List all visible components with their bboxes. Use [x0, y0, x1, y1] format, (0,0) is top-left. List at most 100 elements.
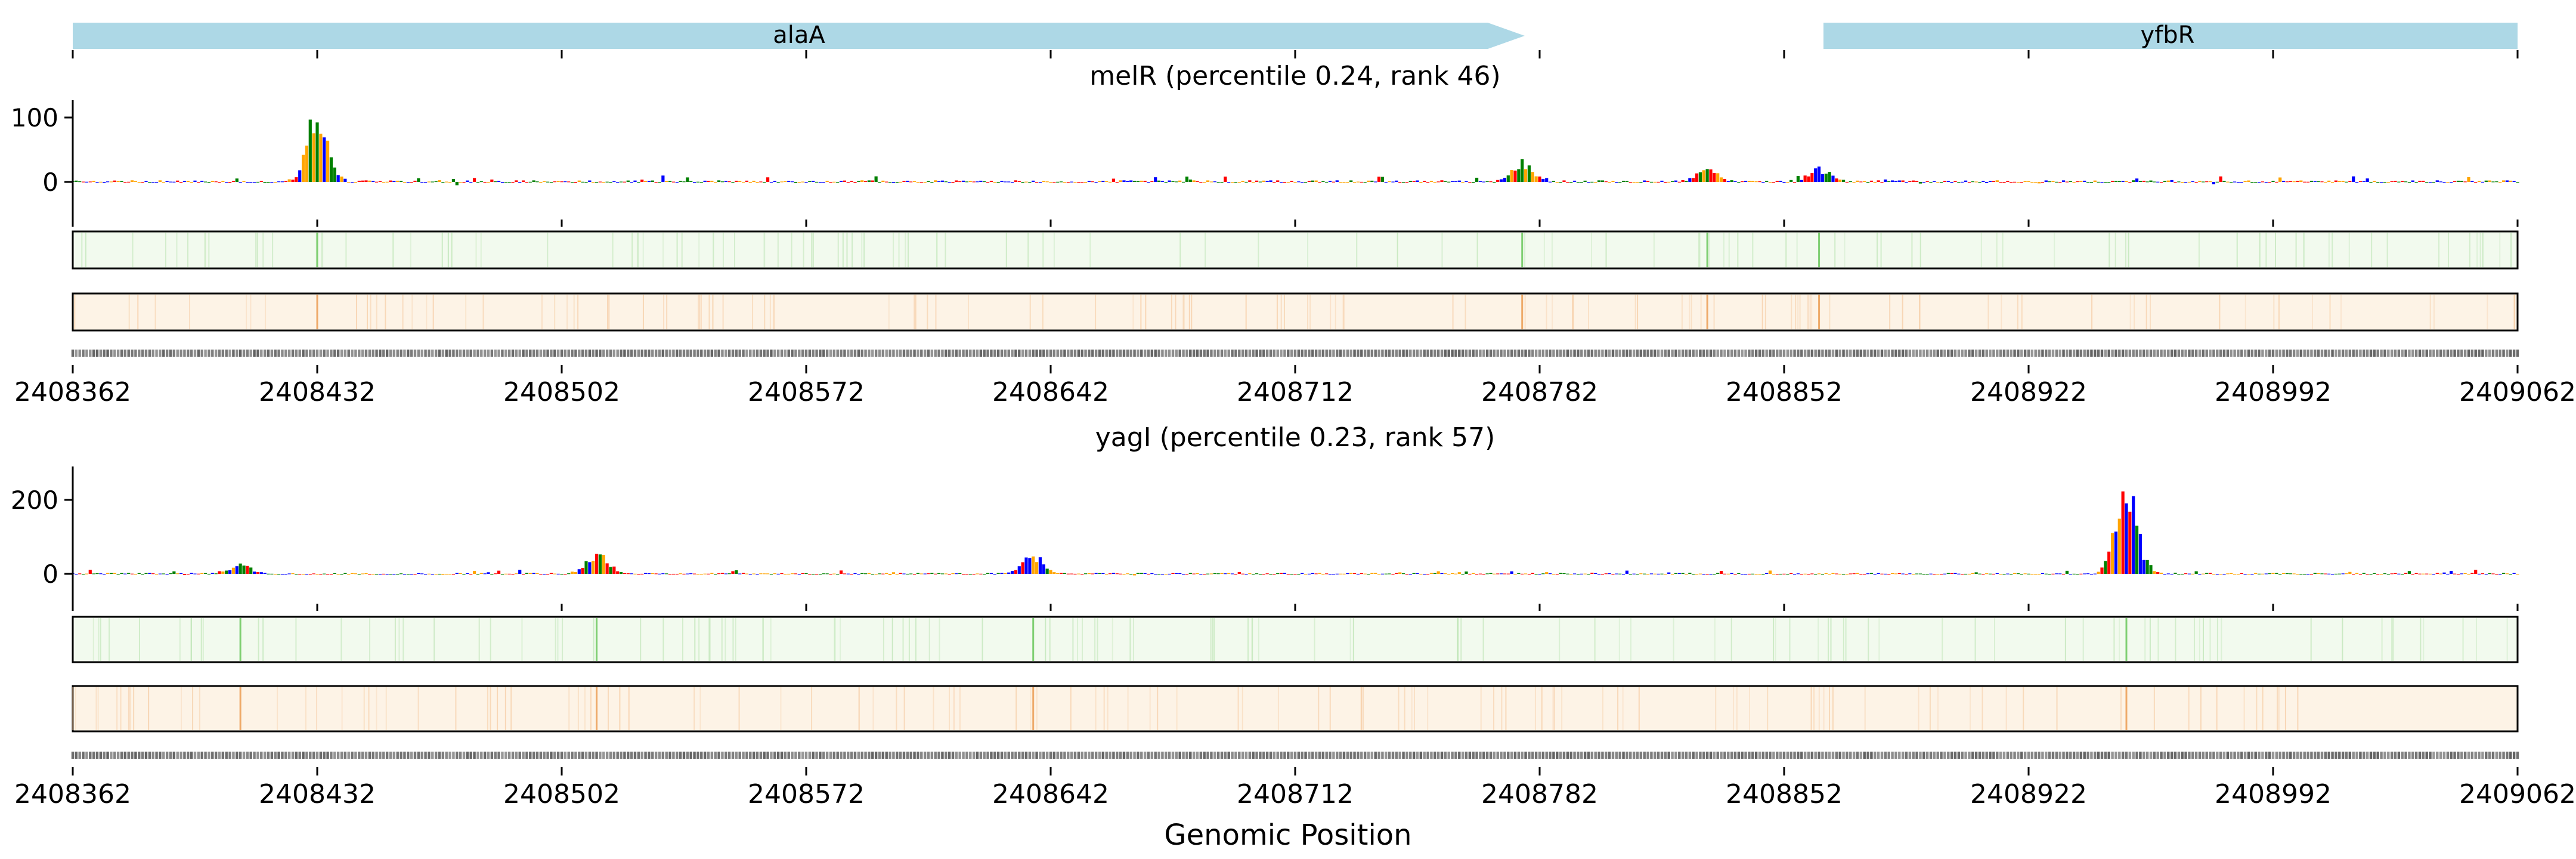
sequence-letter-281	[1052, 350, 1056, 357]
sequence-letter-113	[466, 752, 469, 759]
logo-column-78	[343, 573, 347, 574]
logo-column-182	[707, 181, 710, 182]
sequence-letter-204	[784, 752, 787, 759]
logo-column-110	[455, 182, 459, 186]
sequence-letter-597	[2156, 350, 2159, 357]
logo-x-ticks-melR	[72, 220, 2519, 227]
sequence-letter-569	[2058, 350, 2061, 357]
logo-column-578	[2089, 182, 2094, 183]
sequence-letter-529	[1919, 752, 1922, 759]
sequence-letter-315	[1171, 350, 1175, 357]
sequence-letter-433	[1583, 752, 1587, 759]
sequence-letter-251	[948, 350, 951, 357]
logo-column-598	[2159, 182, 2163, 183]
sequence-letter-541	[1961, 752, 1964, 759]
x-tick-label-3: 2408572	[748, 377, 865, 407]
sequence-letter-88	[379, 752, 382, 759]
sequence-strip-yagI	[71, 752, 2519, 759]
logo-column-595	[2149, 565, 2153, 574]
sequence-letter-670	[2411, 752, 2414, 759]
sequence-letter-294	[1098, 752, 1101, 759]
logo-column-110	[455, 573, 459, 574]
sequence-letter-4	[85, 350, 88, 357]
sequence-letter-463	[1688, 752, 1692, 759]
sequence-letter-587	[2121, 752, 2125, 759]
sequence-letter-439	[1605, 350, 1608, 357]
sequence-letter-223	[850, 350, 853, 357]
sequence-letter-477	[1737, 350, 1741, 357]
logo-column-179	[696, 181, 700, 183]
sequence-letter-131	[529, 752, 532, 759]
sequence-letter-599	[2163, 752, 2166, 759]
logo-column-617	[2226, 181, 2230, 183]
sequence-letter-175	[682, 752, 686, 759]
logo-column-47	[235, 566, 239, 574]
sequence-letter-342	[1265, 752, 1269, 759]
sequence-letter-248	[937, 752, 940, 759]
sequence-letter-182	[707, 752, 710, 759]
sequence-letter-377	[1388, 350, 1391, 357]
logo-column-584	[2110, 181, 2114, 182]
logo-column-148	[588, 562, 592, 574]
logo-column-529	[1918, 573, 1922, 574]
logo-column-414	[1517, 169, 1521, 182]
logo-column-339	[1255, 180, 1259, 182]
sequence-letter-247	[934, 350, 937, 357]
logo-column-262	[986, 573, 990, 574]
sequence-letter-662	[2383, 752, 2386, 759]
sequence-letter-152	[602, 752, 605, 759]
sequence-letter-552	[1999, 350, 2002, 357]
sequence-letter-333	[1234, 350, 1237, 357]
sequence-letter-184	[714, 752, 717, 759]
logo-column-662	[2383, 182, 2387, 183]
logo-column-86	[371, 181, 375, 182]
sequence-letter-479	[1744, 350, 1747, 357]
logo-column-199	[766, 177, 770, 182]
logo-column-625	[2254, 573, 2258, 574]
logo-column-243	[919, 182, 923, 183]
logo-column-23	[151, 182, 155, 183]
sequence-letter-357	[1318, 752, 1321, 759]
sequence-letter-371	[1367, 350, 1370, 357]
sequence-letter-275	[1032, 752, 1035, 759]
sequence-letter-138	[553, 752, 556, 759]
sequence-letter-197	[759, 752, 763, 759]
logo-column-295	[1101, 181, 1105, 182]
logo-column-197	[759, 573, 763, 574]
sequence-letter-67	[305, 350, 308, 357]
signal-track-green-melR	[72, 230, 2519, 270]
logo-column-421	[1541, 573, 1545, 574]
logo-column-159	[626, 573, 630, 574]
sequence-letter-639	[2303, 752, 2306, 759]
sequence-letter-339	[1255, 752, 1258, 759]
sequence-letter-567	[2051, 350, 2055, 357]
logo-column-292	[1091, 573, 1094, 574]
logo-column-461	[1681, 573, 1685, 574]
sequence-letter-503	[1828, 752, 1831, 759]
sequence-letter-242	[917, 752, 919, 759]
logo-column-131	[528, 181, 532, 183]
sequence-letter-148	[588, 350, 592, 357]
logo-column-457	[1667, 181, 1671, 183]
sequence-letter-458	[1671, 350, 1674, 357]
logo-column-240	[909, 573, 913, 574]
logo-column-145	[577, 180, 581, 182]
sequence-letter-3	[82, 350, 85, 357]
logo-column-186	[720, 573, 724, 574]
sequence-letter-264	[993, 350, 996, 357]
sequence-letter-520	[1887, 752, 1890, 759]
logo-column-134	[539, 182, 543, 183]
sequence-letter-317	[1178, 350, 1181, 357]
logo-column-612	[2208, 181, 2212, 183]
logo-column-115	[472, 178, 476, 182]
logo-column-685	[2463, 181, 2467, 183]
sequence-letter-299	[1116, 350, 1119, 357]
sequence-letter-140	[560, 350, 564, 357]
sequence-letter-284	[1063, 350, 1066, 357]
sequence-letter-155	[612, 350, 616, 357]
sequence-letter-613	[2212, 752, 2215, 759]
logo-column-281	[1052, 181, 1056, 183]
logo-column-479	[1744, 181, 1748, 182]
sequence-letter-35	[193, 350, 197, 357]
x-tick-label-7: 2408852	[1726, 377, 1843, 407]
